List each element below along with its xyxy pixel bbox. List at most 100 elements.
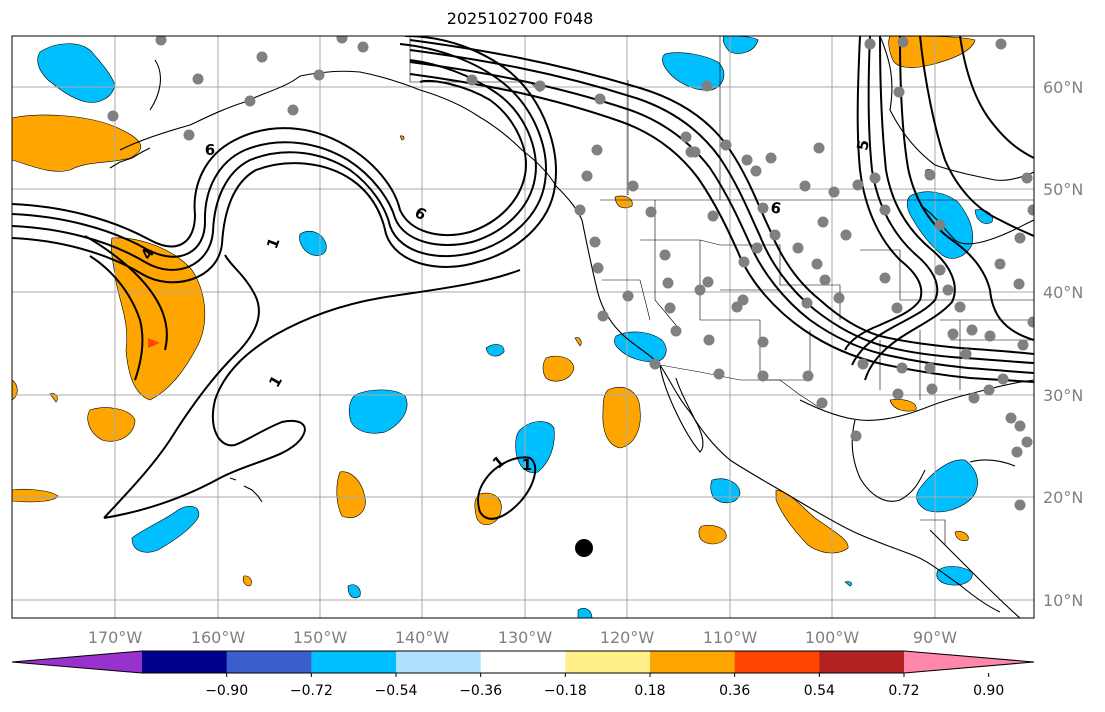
station-marker [244,95,256,107]
station-marker [934,219,946,231]
station-marker [581,170,593,182]
station-marker [879,204,891,216]
station-marker [1021,436,1033,448]
station-marker [287,104,299,116]
station-marker [757,202,769,214]
station-marker [857,358,869,370]
latitude-tick-label: 60°N [1043,78,1083,97]
colorbar-tick-label: 0.36 [719,683,750,699]
station-marker [680,131,692,143]
station-marker [664,302,676,314]
latitude-tick-label: 50°N [1043,180,1083,199]
colorbar: −0.90 −0.72 −0.54 −0.36 −0.18 0.18 0.36 0.54 0.7… [11,650,1035,699]
colorbar-segment [311,651,397,673]
station-marker [765,152,777,164]
station-marker [924,169,936,181]
station-marker [864,38,876,50]
station-marker [811,258,823,270]
latitude-labels: 60°N 50°N 40°N 30°N 20°N 10°N [1043,78,1083,610]
station-marker [817,216,829,228]
longitude-tick-label: 110°W [703,628,758,647]
station-marker [1005,412,1017,424]
station-marker [869,172,881,184]
station-marker [659,249,671,261]
coastlines [109,36,1034,618]
station-marker [801,297,813,309]
station-marker [466,74,478,86]
station-marker [816,397,828,409]
station-marker [720,139,732,151]
station-marker [1027,204,1034,216]
station-marker [1011,446,1023,458]
station-marker [313,69,325,81]
station-marker [813,142,825,154]
station-marker [850,430,862,442]
colorbar-tick-label: −0.90 [205,683,248,699]
station-marker [534,80,546,92]
station-marker [983,384,995,396]
station-marker [649,358,661,370]
station-marker [670,325,682,337]
colorbar-outline [11,650,1035,674]
station-marker [357,41,369,53]
station-marker [256,51,268,63]
station-marker [1027,316,1034,328]
longitude-tick-label: 160°W [191,628,246,647]
station-marker [997,373,1009,385]
station-marker [589,236,601,248]
station-marker [947,328,959,340]
station-marker [802,370,814,382]
station-marker [694,284,706,296]
station-marker [1014,499,1026,511]
station-marker [891,302,903,314]
station-marker [1017,339,1029,351]
station-marker [954,301,966,313]
station-marker [995,38,1007,50]
station-marker [757,370,769,382]
station-marker [750,165,762,177]
colorbar-tick-label: 0.54 [804,683,835,699]
latitude-tick-label: 30°N [1043,386,1083,405]
station-markers [107,36,1034,511]
colorbar-segment [734,651,820,673]
station-marker [819,274,831,286]
longitude-labels: 170°W 160°W 150°W 140°W 130°W 120°W 110°W 100°W… [88,628,957,647]
station-marker [994,258,1006,270]
station-marker [645,206,657,218]
station-marker [897,36,909,48]
station-marker [828,186,840,198]
colorbar-segment [396,651,482,673]
latitude-tick-label: 40°N [1043,283,1083,302]
station-marker [1014,420,1026,432]
map-title: 2025102700 F048 [446,9,594,28]
station-marker [738,256,750,268]
contour-value-label: 1 [263,235,283,251]
station-marker [879,272,891,284]
station-marker [1014,232,1026,244]
station-marker [662,277,674,289]
station-marker [707,210,719,222]
station-marker [960,348,972,360]
station-marker [968,392,980,404]
station-marker [840,229,852,241]
longitude-tick-label: 170°W [88,628,143,647]
colorbar-tick-label: 0.90 [973,683,1004,699]
colorbar-segment [226,651,312,673]
latitude-tick-label: 10°N [1043,591,1083,610]
longitude-tick-label: 120°W [600,628,655,647]
station-marker [192,73,204,85]
map-frame [11,35,1035,619]
station-marker [183,129,195,141]
anomaly-peak-marker [148,338,160,348]
station-marker [622,290,634,302]
station-marker [833,292,845,304]
colorbar-tick-label: 0.72 [888,683,919,699]
colorbar-segment [565,651,651,673]
station-marker [799,180,811,192]
station-marker [924,362,936,374]
contour-value-label: 6 [205,141,215,159]
station-marker [702,276,714,288]
contour-value-label: 6 [769,198,782,218]
station-marker [1021,172,1033,184]
station-marker [594,93,606,105]
